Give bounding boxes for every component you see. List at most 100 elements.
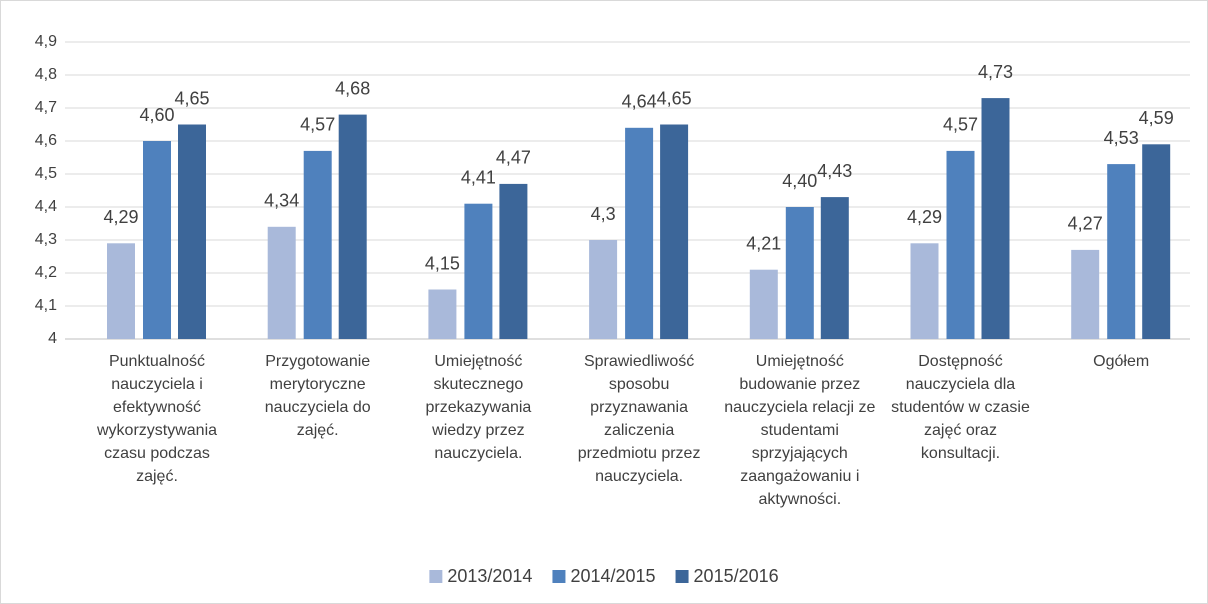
x-tick-label: Punktualność nauczyciela i efektywność wyko… <box>96 353 217 485</box>
label-line: nauczyciela i <box>111 376 203 393</box>
y-tick-label: 4,8 <box>35 66 57 83</box>
label-line: Ogółem <box>1093 353 1149 370</box>
label-line: nauczyciela do <box>265 399 371 416</box>
bar <box>464 203 493 339</box>
bar <box>981 98 1010 339</box>
label-line: sposobu <box>609 376 670 393</box>
value-label: 4,29 <box>103 207 138 227</box>
label-line: Dostępność <box>918 353 1003 370</box>
label-line: Punktualność <box>109 353 205 370</box>
y-tick-label: 4,7 <box>35 99 57 116</box>
y-tick-label: 4,3 <box>35 231 57 248</box>
value-label: 4,29 <box>907 207 942 227</box>
label-line: skutecznego <box>433 376 523 393</box>
bar <box>1107 164 1136 339</box>
bar <box>910 243 939 339</box>
legend-swatch <box>552 570 566 583</box>
label-line: przyznawania <box>590 399 688 416</box>
x-tick-label: Sprawiedliwość sposobu przyznawania zalicze… <box>578 353 701 485</box>
value-label: 4,65 <box>657 88 692 108</box>
label-line: Umiejętność <box>434 353 522 370</box>
label-line: zajęć. <box>297 422 339 439</box>
x-tick-label: Umiejętność skutecznego przekazywania wiedz… <box>425 353 531 462</box>
x-tick-label: Ogółem <box>1093 353 1149 370</box>
value-label: 4,65 <box>174 88 209 108</box>
x-tick-label: Umiejętność budowanie przez nauczyciela re… <box>724 353 875 508</box>
y-tick-label: 4,6 <box>35 132 57 149</box>
bar <box>625 127 654 339</box>
y-tick-label: 4,5 <box>35 165 57 182</box>
bar <box>303 150 332 339</box>
value-label: 4,68 <box>335 78 370 98</box>
y-tick-label: 4,4 <box>35 198 57 215</box>
y-tick-label: 4,9 <box>35 33 57 50</box>
bar <box>499 183 528 339</box>
label-line: wykorzystywania <box>96 422 217 439</box>
label-line: zajęć oraz <box>924 422 997 439</box>
bar <box>1142 144 1171 339</box>
bar <box>178 124 206 339</box>
value-label: 4,59 <box>1139 108 1174 128</box>
bar <box>660 124 689 339</box>
label-line: merytoryczne <box>270 376 366 393</box>
label-line: zaangażowaniu i <box>740 468 859 485</box>
y-tick-label: 4 <box>48 330 57 347</box>
legend-label: 2014/2015 <box>570 566 655 586</box>
label-line: nauczyciela dla <box>906 376 1016 393</box>
legend-label: 2013/2014 <box>447 566 532 586</box>
label-line: sprzyjających <box>752 445 848 462</box>
label-line: przedmiotu przez <box>578 445 701 462</box>
bar <box>338 114 367 339</box>
value-label: 4,57 <box>300 115 335 135</box>
label-line: studentów w czasie <box>891 399 1030 416</box>
value-label: 4,53 <box>1104 128 1139 148</box>
label-line: wiedzy przez <box>431 422 524 439</box>
bar <box>946 150 975 339</box>
value-label: 4,3 <box>591 204 616 224</box>
label-line: nauczyciela relacji ze <box>724 399 875 416</box>
label-line: budowanie przez <box>739 376 860 393</box>
bar <box>143 141 171 339</box>
y-tick-label: 4,1 <box>35 297 57 314</box>
x-tick-label: Przygotowanie merytoryczne nauczyciela do z… <box>265 353 371 439</box>
value-label: 4,34 <box>264 191 299 211</box>
bar <box>785 207 814 339</box>
label-line: zaliczenia <box>604 422 674 439</box>
bar <box>820 197 849 339</box>
label-line: aktywności. <box>758 491 841 508</box>
y-tick-label: 4,2 <box>35 264 57 281</box>
label-line: nauczyciela. <box>595 468 683 485</box>
legend-swatch <box>675 570 689 583</box>
value-label: 4,15 <box>425 253 460 273</box>
legend-swatch <box>429 570 443 583</box>
bar <box>749 269 778 339</box>
value-label: 4,41 <box>461 167 496 187</box>
bar <box>267 226 296 339</box>
label-line: Sprawiedliwość <box>584 353 694 370</box>
value-label: 4,73 <box>978 62 1013 82</box>
bar <box>107 243 135 339</box>
label-line: studentami <box>761 422 839 439</box>
value-label: 4,57 <box>943 115 978 135</box>
value-label: 4,64 <box>622 92 657 112</box>
label-line: Przygotowanie <box>265 353 370 370</box>
value-label: 4,27 <box>1068 214 1103 234</box>
label-line: przekazywania <box>425 399 531 416</box>
value-label: 4,21 <box>746 233 781 253</box>
label-line: konsultacji. <box>921 445 1000 462</box>
label-line: czasu podczas <box>104 445 210 462</box>
value-label: 4,47 <box>496 148 531 168</box>
bar <box>1071 249 1100 339</box>
bar <box>589 240 618 339</box>
x-tick-label: Dostępność nauczyciela dla studentów w cza… <box>891 353 1030 462</box>
label-line: Umiejętność <box>756 353 844 370</box>
value-label: 4,40 <box>782 171 817 191</box>
value-label: 4,60 <box>139 105 174 125</box>
legend: 2013/2014 2014/2015 2015/2016 <box>429 566 779 586</box>
label-line: nauczyciela. <box>434 445 522 462</box>
bar <box>428 289 457 339</box>
label-line: zajęć. <box>136 468 178 485</box>
value-label: 4,43 <box>817 161 852 181</box>
legend-label: 2015/2016 <box>694 566 779 586</box>
